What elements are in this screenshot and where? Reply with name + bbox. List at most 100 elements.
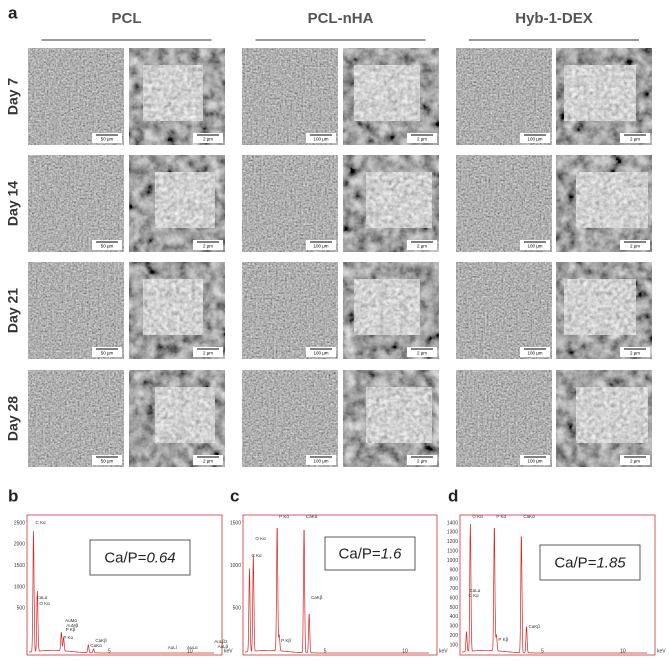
sem-particle: [143, 279, 203, 335]
scale-bar-label: 100 µm: [313, 459, 328, 464]
panel-label: b: [8, 486, 18, 505]
scale-bar-label: 2 µm: [417, 244, 427, 249]
sem-image: [242, 370, 338, 467]
y-tick-label: 1300: [447, 530, 458, 536]
scale-bar-box: [193, 455, 223, 465]
peak-label: AuLβ: [218, 644, 229, 649]
sem-particle: [564, 65, 636, 121]
sem-particle: [366, 172, 432, 228]
spectrum-trace: [245, 527, 429, 654]
sem-particle: [143, 65, 203, 121]
scale-bar-label: 2 µm: [203, 244, 213, 249]
scale-bar-label: 2 µm: [203, 459, 213, 464]
scale-bar-box: [92, 240, 122, 250]
ratio-label: Ca/P=: [104, 549, 146, 566]
scale-bar-label: 100 µm: [313, 244, 328, 249]
sem-particle: [564, 279, 636, 335]
column-title: PCL-nHA: [308, 10, 374, 27]
scale-bar-box: [92, 133, 122, 143]
scale-bar-box: [193, 347, 223, 357]
scale-bar-box: [407, 347, 437, 357]
sem-particle: [354, 65, 420, 121]
peak-label: C Kα: [251, 553, 262, 558]
y-tick-label: 400: [450, 614, 459, 620]
sem-particle: [366, 387, 432, 443]
y-tick-label: 500: [233, 606, 242, 612]
sem-image: [456, 262, 552, 359]
scale-bar-box: [520, 455, 550, 465]
scale-bar-box: [193, 133, 223, 143]
peak-label: P Kβ: [498, 637, 508, 642]
scale-bar-label: 2 µm: [417, 351, 427, 356]
ratio-text: Ca/P=1.85: [554, 554, 626, 571]
peak-label: C Kα: [36, 520, 47, 525]
peak-label: C Kα: [469, 593, 480, 598]
ratio-label: Ca/P=: [554, 554, 596, 571]
scale-bar-label: 50 µm: [101, 137, 114, 142]
ratio-label: Ca/P=: [339, 545, 381, 562]
y-tick-label: 500: [450, 605, 459, 611]
scale-bar-label: 2 µm: [630, 459, 640, 464]
ratio-box: [539, 544, 641, 581]
y-tick-label: 1000: [447, 558, 458, 564]
y-tick-label: 1200: [447, 539, 458, 545]
y-tick-label: 500: [17, 606, 26, 612]
x-tick-label: 5: [541, 648, 544, 654]
sem-image: [28, 262, 124, 359]
x-tick-label: 10: [187, 648, 193, 654]
scale-bar-box: [520, 347, 550, 357]
peak-label: O Kα: [472, 514, 483, 519]
scale-bar-label: 50 µm: [101, 351, 114, 356]
y-tick-label: 1000: [230, 563, 241, 569]
scale-bar-label: 2 µm: [203, 351, 213, 356]
scale-bar-label: 100 µm: [527, 459, 542, 464]
peak-label: P Kα: [496, 514, 506, 519]
peak-label: CaKβ: [529, 624, 541, 629]
x-tick-label: 5: [108, 648, 111, 654]
spectrum-frame: [242, 514, 438, 656]
scale-bar-box: [520, 133, 550, 143]
scale-bar-label: 2 µm: [417, 459, 427, 464]
ratio-box: [89, 539, 191, 576]
scale-bar-box: [193, 240, 223, 250]
y-tick-label: 800: [450, 577, 459, 583]
peak-label: CaLα: [36, 595, 47, 600]
peak-label: AuMβ: [66, 623, 78, 628]
row-label: Day 14: [5, 181, 21, 226]
y-tick-label: 2000: [14, 542, 25, 548]
ratio-text: Ca/P=1.6: [339, 545, 403, 562]
sem-image: [242, 48, 338, 145]
peak-label: AuLβ2: [214, 639, 228, 644]
scale-bar-label: 2 µm: [203, 137, 213, 142]
scale-bar-label: 100 µm: [313, 351, 328, 356]
sem-image: [28, 48, 124, 145]
sem-particle: [354, 279, 420, 335]
scale-bar-box: [407, 133, 437, 143]
scale-bar-box: [306, 133, 336, 143]
x-tick-label: 10: [620, 648, 626, 654]
column-title: PCL: [112, 10, 142, 27]
scale-bar-box: [306, 240, 336, 250]
peak-label: AuMα: [65, 618, 77, 623]
sem-particle: [155, 387, 215, 443]
column-title: Hyb-1-DEX: [515, 10, 593, 27]
scale-bar-box: [620, 455, 650, 465]
ratio-value: 0.64: [146, 549, 175, 566]
y-tick-label: 900: [450, 567, 459, 573]
peak-label: O Kα: [39, 601, 50, 606]
y-tick-label: 1000: [14, 584, 25, 590]
peak-label: CaKα: [306, 514, 318, 519]
y-tick-label: 200: [450, 633, 459, 639]
scale-bar-label: 2 µm: [417, 137, 427, 142]
scale-bar-label: 100 µm: [527, 244, 542, 249]
peak-label: P Kα: [279, 514, 289, 519]
x-unit: keV: [439, 648, 448, 654]
ratio-value: 1.6: [381, 545, 403, 562]
ratio-value: 1.85: [596, 554, 626, 571]
x-tick-label: 5: [324, 648, 327, 654]
sem-image: [28, 370, 124, 467]
spectrum-trace: [29, 530, 214, 654]
spectrum-trace: [462, 523, 647, 654]
scale-bar-box: [306, 455, 336, 465]
